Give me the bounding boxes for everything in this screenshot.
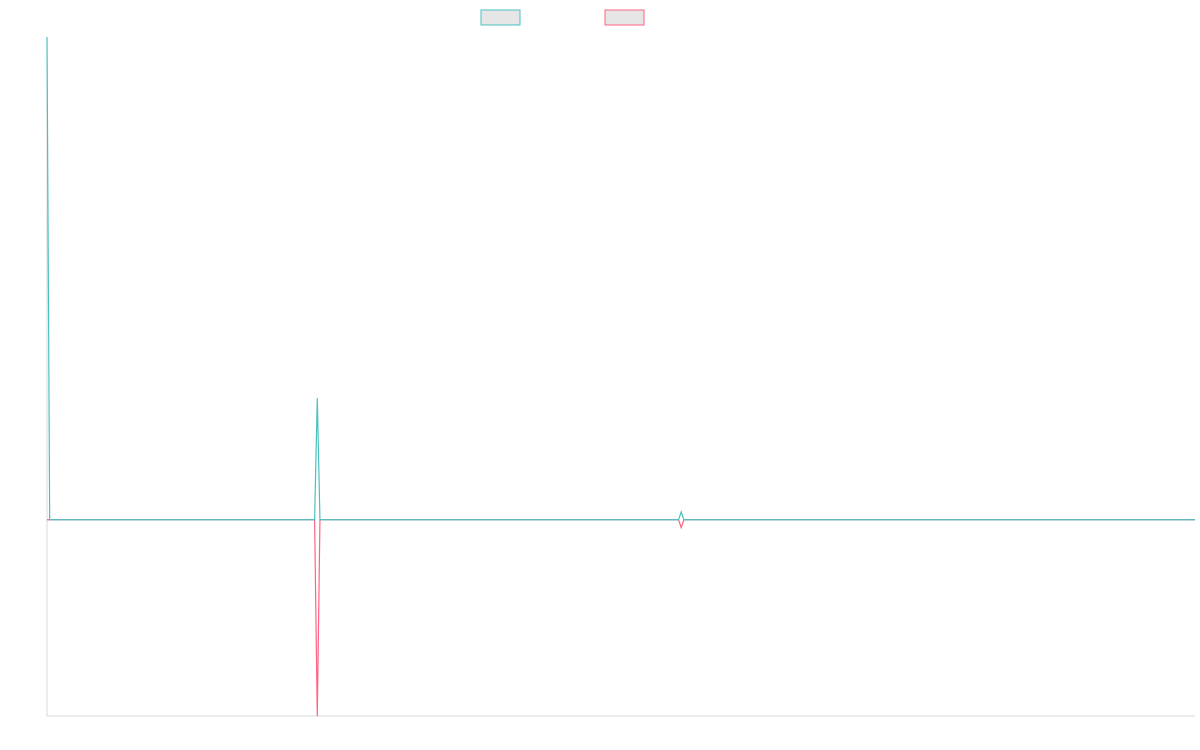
axes [46,37,1195,717]
legend-swatch-series-2[interactable] [604,9,645,26]
plot-area [46,36,1195,717]
series-line-2[interactable] [47,519,1195,717]
legend-swatch-series-1[interactable] [480,9,521,26]
series-line-1[interactable] [46,36,1195,521]
legend [480,9,645,26]
